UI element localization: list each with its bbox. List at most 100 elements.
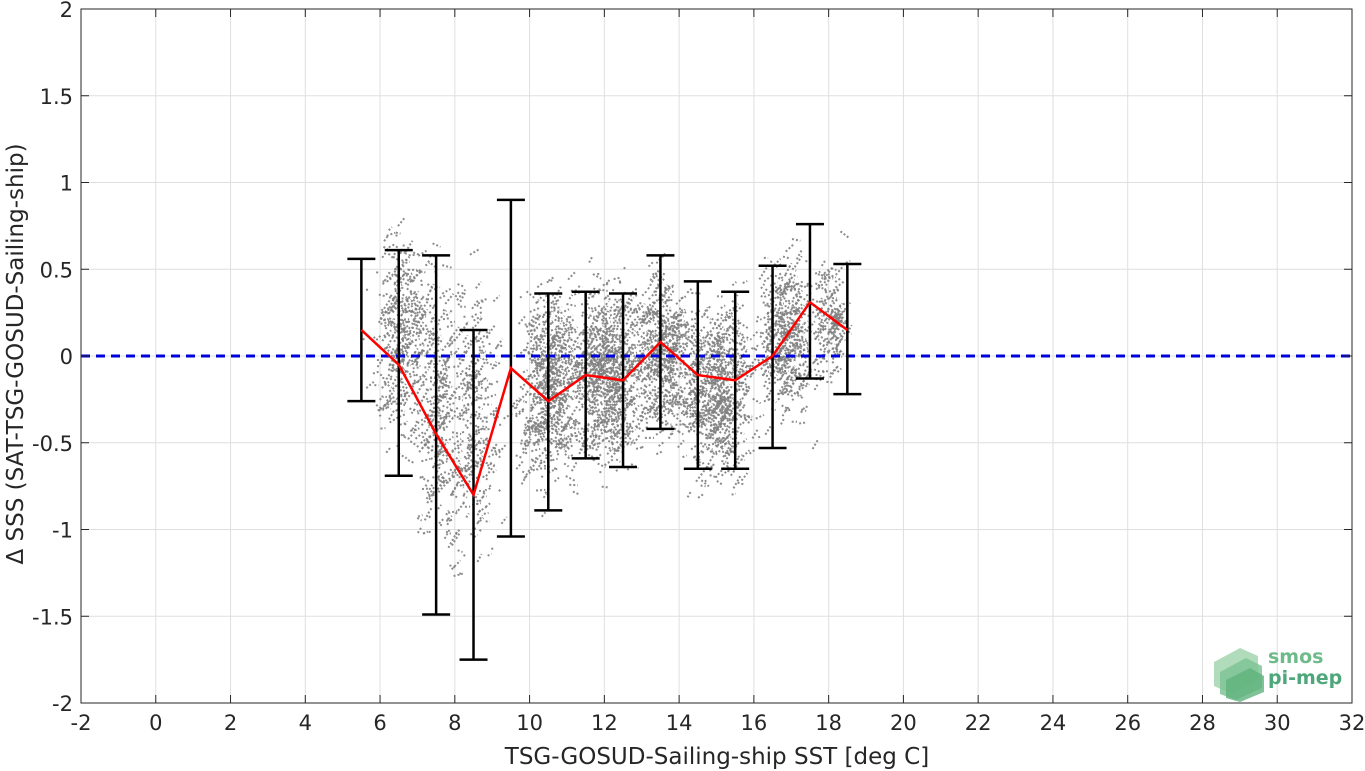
scatter-point bbox=[823, 347, 831, 355]
scatter-point bbox=[427, 444, 436, 450]
scatter-point bbox=[455, 330, 463, 339]
scatter-point bbox=[581, 350, 586, 355]
scatter-point bbox=[679, 321, 689, 328]
scatter-point bbox=[400, 392, 408, 396]
scatter-point bbox=[535, 377, 539, 381]
scatter-point bbox=[488, 485, 493, 491]
scatter-point bbox=[789, 309, 799, 313]
scatter-point bbox=[614, 302, 625, 319]
scatter-point bbox=[431, 431, 440, 437]
scatter-point bbox=[421, 439, 432, 450]
scatter-point bbox=[492, 294, 501, 303]
scatter-point bbox=[710, 349, 719, 355]
scatter-point bbox=[766, 311, 770, 315]
scatter-point bbox=[604, 413, 611, 417]
scatter-point bbox=[738, 336, 745, 345]
scatter-point bbox=[645, 426, 649, 429]
scatter-point bbox=[530, 358, 540, 364]
scatter-point bbox=[813, 360, 821, 367]
scatter-point bbox=[661, 289, 670, 298]
scatter-point bbox=[407, 341, 413, 349]
scatter-point bbox=[609, 359, 616, 365]
scatter-point bbox=[569, 395, 575, 399]
scatter-point bbox=[442, 317, 450, 321]
scatter-point bbox=[530, 398, 537, 407]
scatter-point bbox=[764, 349, 770, 353]
scatter-point bbox=[700, 356, 706, 361]
scatter-point bbox=[719, 441, 724, 445]
scatter-point bbox=[741, 449, 751, 458]
scatter-point bbox=[564, 318, 575, 327]
scatter-point bbox=[443, 528, 451, 540]
scatter-point bbox=[564, 359, 571, 365]
scatter-point bbox=[560, 403, 565, 406]
scatter-point bbox=[451, 431, 462, 435]
scatter-point bbox=[817, 284, 828, 293]
scatter-point bbox=[785, 310, 795, 316]
scatter-point bbox=[537, 334, 542, 341]
scatter-point bbox=[760, 288, 768, 298]
scatter-point bbox=[641, 352, 647, 357]
scatter-point bbox=[840, 319, 849, 324]
scatter-point bbox=[588, 408, 595, 415]
scatter-point bbox=[709, 408, 717, 413]
scatter-point bbox=[728, 373, 734, 379]
scatter-point bbox=[735, 303, 745, 313]
scatter-point bbox=[697, 493, 705, 499]
scatter-point bbox=[480, 386, 488, 391]
scatter-point bbox=[441, 382, 449, 388]
scatter-point bbox=[426, 413, 436, 417]
scatter-point bbox=[702, 366, 709, 370]
scatter-point bbox=[652, 404, 661, 415]
scatter-point bbox=[680, 308, 687, 314]
scatter-point bbox=[513, 399, 521, 410]
scatter-point bbox=[604, 445, 614, 451]
scatter-point bbox=[688, 349, 697, 356]
scatter-point bbox=[831, 324, 839, 334]
scatter-point bbox=[719, 353, 725, 359]
scatter-point bbox=[788, 380, 796, 388]
scatter-point bbox=[601, 335, 607, 341]
scatter-point bbox=[624, 430, 629, 436]
scatter-point bbox=[690, 322, 697, 332]
scatter-point bbox=[585, 313, 595, 318]
scatter-point bbox=[712, 338, 723, 348]
scatter-point bbox=[550, 413, 557, 421]
scatter-point bbox=[706, 398, 713, 407]
scatter-point bbox=[717, 393, 722, 398]
scatter-point bbox=[560, 335, 572, 354]
scatter-point bbox=[539, 397, 545, 401]
scatter-point bbox=[740, 344, 747, 352]
scatter-point bbox=[670, 321, 674, 325]
scatter-point bbox=[464, 395, 469, 400]
scatter-point bbox=[554, 322, 562, 331]
scatter-point bbox=[488, 484, 492, 488]
scatter-point bbox=[736, 359, 745, 366]
scatter-point bbox=[389, 374, 394, 379]
scatter-point bbox=[386, 231, 396, 237]
scatter-point bbox=[524, 400, 528, 404]
scatter-point bbox=[736, 382, 742, 387]
scatter-point bbox=[602, 380, 606, 384]
scatter-point bbox=[448, 474, 457, 481]
scatter-point bbox=[653, 365, 658, 371]
scatter-point bbox=[649, 331, 655, 335]
scatter-point bbox=[664, 325, 674, 332]
scatter-point bbox=[684, 324, 690, 329]
scatter-point bbox=[701, 334, 710, 339]
scatter-point bbox=[698, 365, 706, 371]
scatter-point bbox=[575, 430, 586, 438]
scatter-point bbox=[421, 296, 429, 301]
scatter-point bbox=[534, 427, 539, 432]
scatter-point bbox=[554, 323, 566, 342]
scatter-point bbox=[706, 465, 715, 469]
scatter-point bbox=[763, 293, 772, 298]
y-axis-label: Δ SSS (SAT-TSG-GOSUD-Sailing-ship) bbox=[3, 143, 29, 564]
scatter-point bbox=[646, 330, 652, 336]
scatter-point bbox=[610, 428, 621, 438]
scatter-point bbox=[430, 454, 438, 461]
scatter-point bbox=[642, 390, 647, 396]
scatter-point bbox=[656, 338, 662, 343]
scatter-point bbox=[564, 349, 574, 355]
scatter-point bbox=[550, 355, 558, 361]
